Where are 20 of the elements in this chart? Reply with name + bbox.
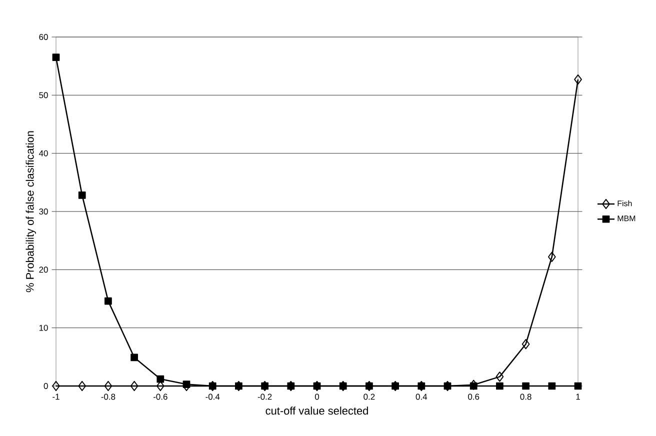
y-tick-label: 30 <box>39 208 48 214</box>
x-tick-label: 0.6 <box>468 394 480 400</box>
x-tick-label: 1 <box>576 394 580 400</box>
x-tick-label: 0.2 <box>364 394 375 400</box>
x-tick-label: -1 <box>52 394 60 400</box>
y-tick-label: 60 <box>39 34 48 40</box>
x-tick-label: 0.4 <box>416 394 428 400</box>
y-tick-label: 0 <box>44 383 48 389</box>
x-tick-label: -0.2 <box>258 394 272 400</box>
y-tick-label: 40 <box>38 150 48 156</box>
x-tick-label: -0.8 <box>101 394 116 400</box>
y-tick-label: 20 <box>39 266 48 273</box>
x-tick-label: -0.6 <box>153 394 168 400</box>
y-axis-title: % Probability of false clasification <box>26 131 36 292</box>
x-tick-label: -0.4 <box>206 394 220 400</box>
x-axis-title: cut-off value selected <box>266 406 368 415</box>
y-tick-label: 10 <box>39 324 48 331</box>
y-tick-label: 50 <box>39 92 48 98</box>
x-tick-label: 0.8 <box>520 394 532 400</box>
x-tick-label: 0 <box>314 394 320 400</box>
